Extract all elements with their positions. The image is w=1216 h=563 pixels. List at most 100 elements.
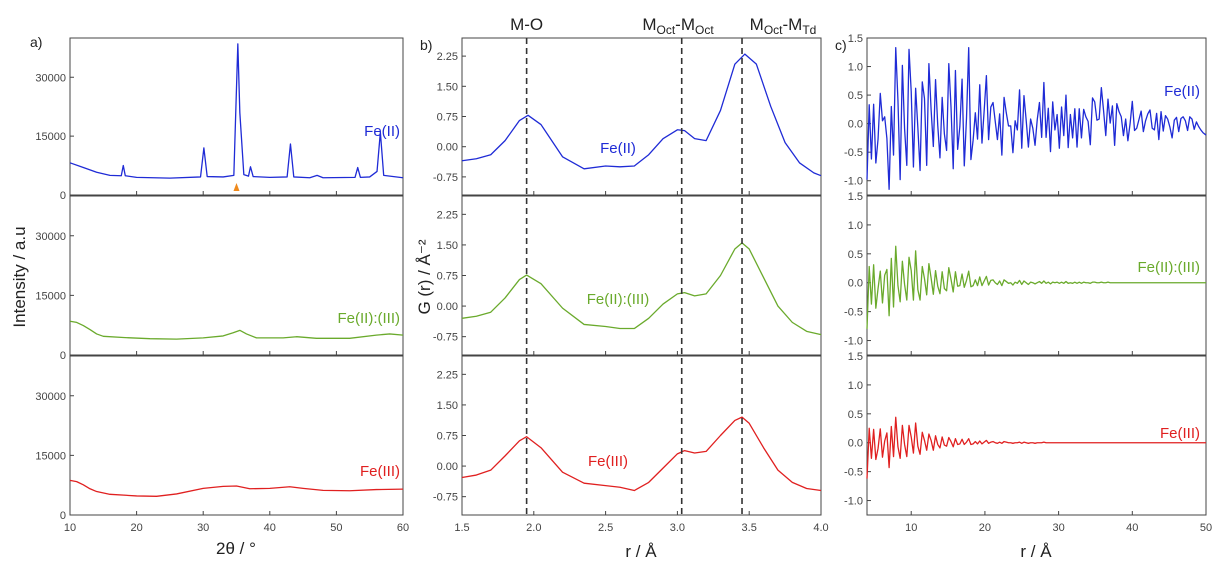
y-tick-label: -0.75 bbox=[433, 332, 458, 344]
panel-a: a) 0 15000 30000 Fe(II) 0 15000 30000 Fe(II):(II… bbox=[10, 34, 409, 558]
x-tick-label: 10 bbox=[905, 522, 917, 534]
y-tick-label: 0.0 bbox=[848, 438, 863, 450]
x-axis-label: 2θ / ° bbox=[216, 539, 256, 558]
y-tick-label: 0.75 bbox=[437, 112, 458, 124]
y-tick-label: 0.00 bbox=[437, 301, 458, 313]
peak-label-moct-mtd: MOct-MTd bbox=[750, 15, 817, 37]
peak-label-moct-moct: MOct-MOct bbox=[642, 15, 714, 37]
y-tick-label: 0.75 bbox=[437, 271, 458, 283]
series-label-fe23: Fe(II):(III) bbox=[1138, 259, 1201, 276]
series-line-fe2 bbox=[461, 53, 822, 177]
x-tick-label: 3.5 bbox=[742, 522, 757, 534]
y-axis-label: Intensity / a.u bbox=[10, 226, 29, 327]
x-tick-label: 60 bbox=[397, 522, 409, 534]
y-tick-label: -0.75 bbox=[433, 172, 458, 184]
y-tick-label: 0 bbox=[60, 350, 66, 362]
series-label-fe3: Fe(III) bbox=[1160, 425, 1200, 442]
y-tick-label: 1.50 bbox=[437, 240, 458, 252]
x-tick-label: 30 bbox=[197, 522, 209, 534]
y-tick-label: 0.00 bbox=[437, 461, 458, 473]
series-line-fe3 bbox=[461, 416, 822, 492]
y-tick-label: 0.0 bbox=[848, 119, 863, 131]
y-tick-label: 1.5 bbox=[848, 351, 863, 363]
y-tick-label: -0.5 bbox=[844, 467, 863, 479]
y-tick-label: 0.0 bbox=[848, 278, 863, 290]
y-tick-label: 0.5 bbox=[848, 409, 863, 421]
peak-marker-triangle bbox=[233, 183, 240, 191]
x-tick-label: 2.0 bbox=[526, 522, 541, 534]
y-tick-label: 0.75 bbox=[437, 431, 458, 443]
series-label-fe3: Fe(III) bbox=[360, 463, 400, 480]
plot-frame bbox=[69, 355, 404, 516]
x-tick-label: 20 bbox=[130, 522, 142, 534]
y-tick-label: 1.5 bbox=[848, 191, 863, 203]
y-tick-label: 30000 bbox=[35, 72, 66, 84]
x-tick-label: 20 bbox=[979, 522, 991, 534]
x-tick-label: 40 bbox=[264, 522, 276, 534]
series-label-fe3: Fe(III) bbox=[588, 453, 628, 470]
series-label-fe2: Fe(II) bbox=[364, 123, 400, 140]
series-label-fe23: Fe(II):(III) bbox=[587, 291, 650, 308]
series-line-fe2 bbox=[866, 47, 1207, 190]
x-tick-label: 2.5 bbox=[598, 522, 613, 534]
y-tick-label: -0.75 bbox=[433, 492, 458, 504]
plot-frame bbox=[866, 37, 1207, 196]
y-tick-label: 1.50 bbox=[437, 400, 458, 412]
y-tick-label: 2.25 bbox=[437, 369, 458, 381]
y-tick-label: 0.5 bbox=[848, 90, 863, 102]
x-tick-label: 40 bbox=[1126, 522, 1138, 534]
x-tick-label: 4.0 bbox=[813, 522, 828, 534]
y-tick-label: 15000 bbox=[35, 450, 66, 462]
x-axis-label: r / Å bbox=[1020, 542, 1052, 561]
plot-frame bbox=[866, 355, 1207, 516]
y-tick-label: 1.0 bbox=[848, 220, 863, 232]
y-tick-label: 15000 bbox=[35, 290, 66, 302]
panel-c: c) -1.0 -0.5 0.0 0.5 1.0 1.5 Fe(II) -1.0 -0.5 0.0 0… bbox=[835, 33, 1212, 561]
series-label-fe2: Fe(II) bbox=[600, 140, 636, 157]
panel-label: b) bbox=[420, 37, 432, 53]
y-tick-label: -1.0 bbox=[844, 336, 863, 348]
y-tick-label: -0.5 bbox=[844, 307, 863, 319]
series-label-fe23: Fe(II):(III) bbox=[338, 310, 401, 327]
y-tick-label: 30000 bbox=[35, 391, 66, 403]
x-tick-label: 50 bbox=[330, 522, 342, 534]
plot-frame bbox=[69, 37, 404, 196]
series-line-fe3 bbox=[866, 416, 1206, 479]
x-tick-label: 1.5 bbox=[454, 522, 469, 534]
y-tick-label: 0.5 bbox=[848, 249, 863, 261]
y-tick-label: 30000 bbox=[35, 231, 66, 243]
panel-label: a) bbox=[30, 34, 42, 50]
y-tick-label: 0.00 bbox=[437, 142, 458, 154]
plot-frame bbox=[69, 195, 404, 356]
plot-frame bbox=[461, 37, 822, 196]
y-tick-label: 0 bbox=[60, 510, 66, 522]
y-tick-label: -0.5 bbox=[844, 147, 863, 159]
series-label-fe2: Fe(II) bbox=[1164, 83, 1200, 100]
series-line-fe23 bbox=[69, 320, 404, 340]
y-tick-label: 1.50 bbox=[437, 81, 458, 93]
peak-label-mo: M-O bbox=[510, 15, 543, 34]
y-tick-label: 1.5 bbox=[848, 33, 863, 45]
x-tick-label: 10 bbox=[64, 522, 76, 534]
x-axis-label: r / Å bbox=[625, 542, 657, 561]
y-tick-label: 1.0 bbox=[848, 380, 863, 392]
y-axis-label: G (r) / Å⁻² bbox=[415, 239, 434, 314]
plot-frame bbox=[866, 195, 1207, 356]
series-line-fe23 bbox=[461, 242, 822, 336]
x-tick-label: 50 bbox=[1200, 522, 1212, 534]
y-tick-label: 2.25 bbox=[437, 51, 458, 63]
y-tick-label: -1.0 bbox=[844, 176, 863, 188]
y-tick-label: 15000 bbox=[35, 131, 66, 143]
series-line-fe2 bbox=[69, 43, 404, 179]
y-tick-label: 0 bbox=[60, 190, 66, 202]
series-line-fe23 bbox=[866, 245, 1206, 330]
x-tick-label: 30 bbox=[1052, 522, 1064, 534]
plot-frame bbox=[461, 355, 822, 516]
series-line-fe3 bbox=[69, 479, 404, 497]
y-tick-label: 2.25 bbox=[437, 209, 458, 221]
panel-b: b) -0.75 0.00 0.75 1.50 2.25 Fe(II) -0.75 0.00 0.… bbox=[415, 15, 829, 561]
panel-label: c) bbox=[835, 37, 847, 53]
y-tick-label: 1.0 bbox=[848, 62, 863, 74]
plot-frame bbox=[461, 195, 822, 356]
